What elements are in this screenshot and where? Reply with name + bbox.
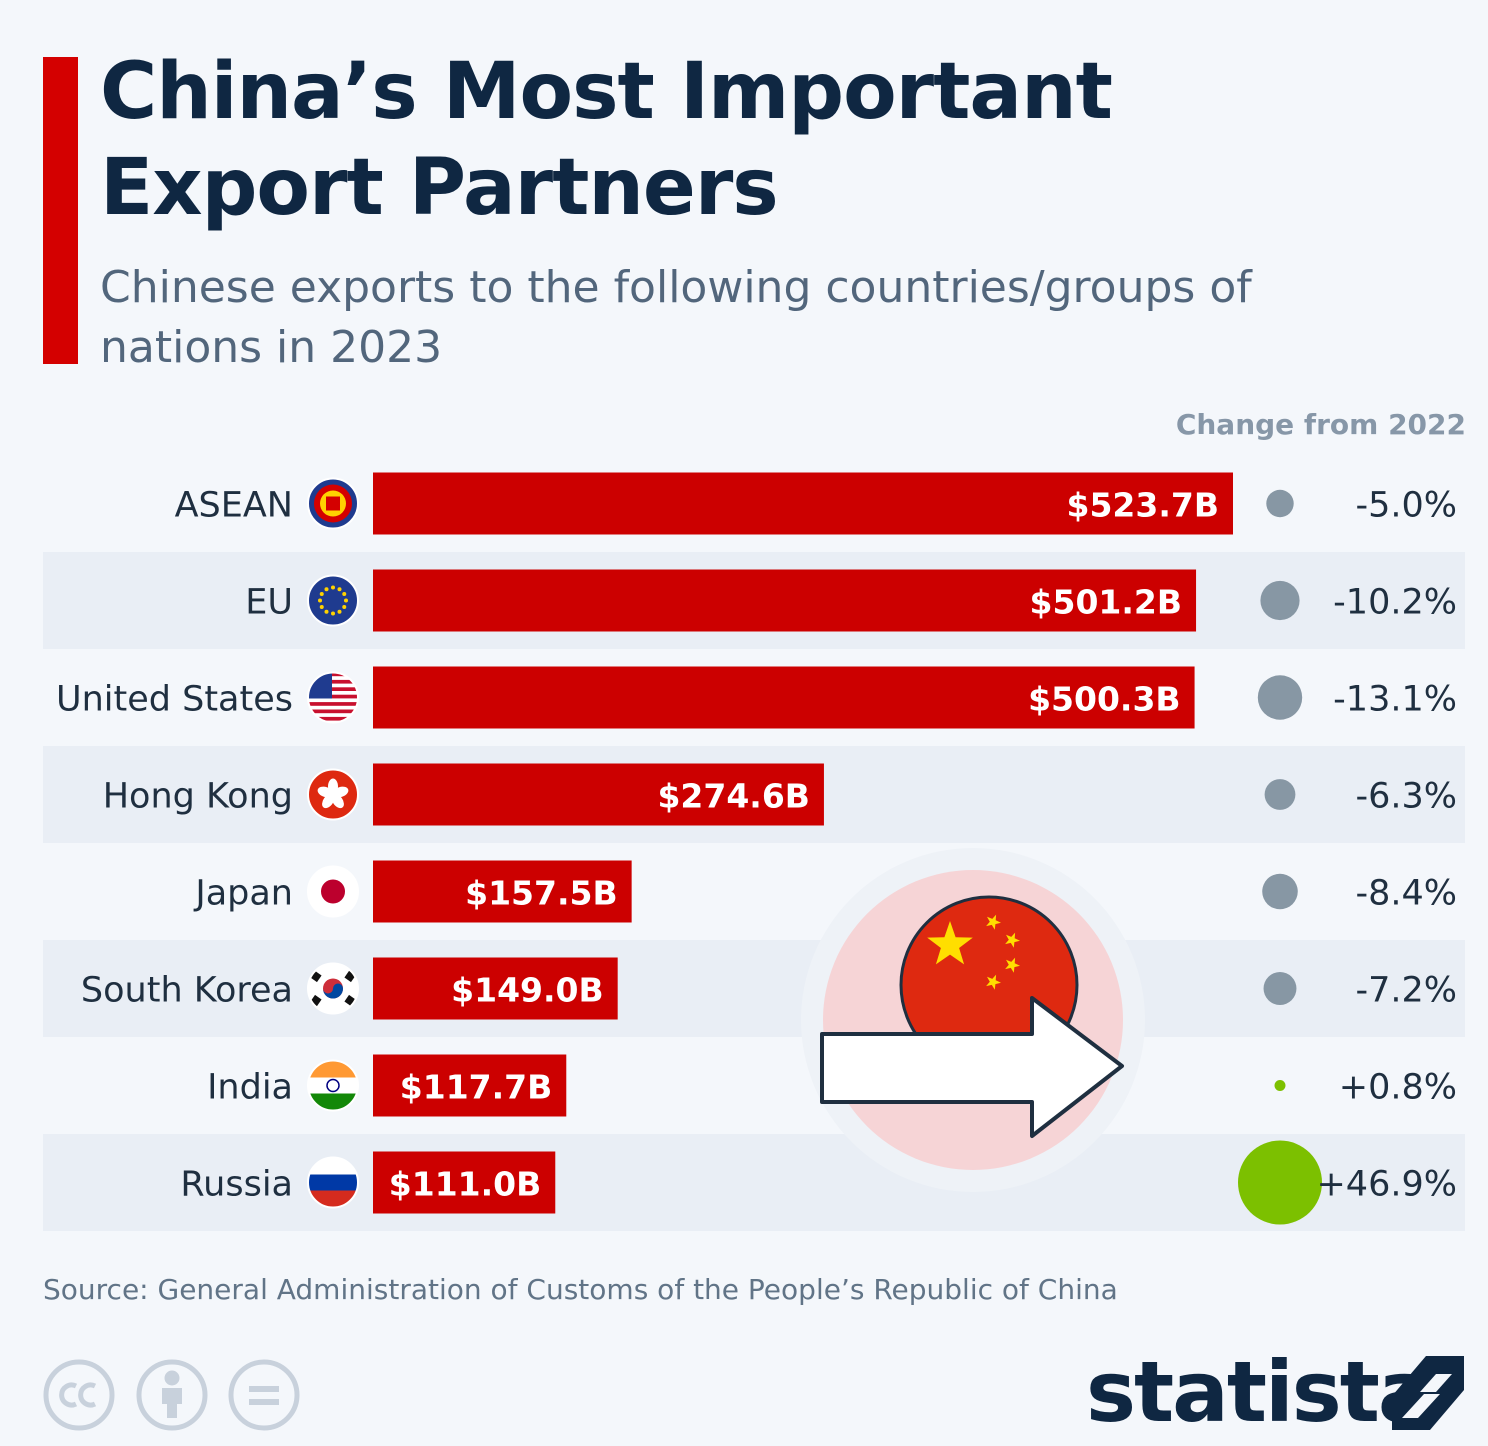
- bar-chart: ASEAN $523.7B -5.0% EU $501.2B -10.2% United S…: [43, 472, 1465, 1231]
- category-label: Hong Kong: [103, 777, 293, 817]
- creative-commons-icons: [43, 1359, 300, 1431]
- change-label: -8.4%: [1355, 874, 1457, 914]
- bar: [373, 1151, 556, 1214]
- change-dot: [1260, 580, 1300, 621]
- change-dot: [1262, 873, 1298, 910]
- bar: [373, 860, 632, 923]
- star-icon: [986, 914, 1001, 930]
- bar: [373, 472, 1233, 535]
- bar-value-label: $149.0B: [451, 971, 604, 1010]
- bar: [373, 1054, 567, 1117]
- category-label: United States: [56, 680, 293, 720]
- arrow-right-icon: [820, 996, 1124, 1138]
- title-accent-bar: [43, 57, 78, 364]
- category-label: Japan: [193, 874, 293, 914]
- hong-kong-flag-icon: [307, 768, 359, 821]
- row-stripe: [43, 1134, 1465, 1231]
- bar-value-label: $157.5B: [465, 874, 618, 913]
- change-label: -10.2%: [1333, 583, 1457, 623]
- bar-value-label: $117.7B: [400, 1068, 553, 1107]
- attribution-icon: [136, 1359, 208, 1431]
- change-dot: [1257, 675, 1303, 720]
- change-dot: [1238, 1140, 1322, 1225]
- change-dot: [1264, 779, 1296, 810]
- bar: [373, 763, 824, 826]
- change-label: -5.0%: [1355, 486, 1457, 526]
- eu-flag-icon: [307, 574, 359, 627]
- change-dot: [1266, 489, 1294, 518]
- south-korea-flag-icon: [307, 962, 359, 1015]
- china-export-illustration: [801, 848, 1145, 1192]
- change-label: -7.2%: [1355, 971, 1457, 1011]
- star-icon: [1005, 932, 1020, 948]
- bar: [373, 957, 618, 1020]
- statista-logo-text: statista: [1086, 1343, 1435, 1441]
- us-flag-icon: [307, 671, 359, 724]
- source-note: Source: General Administration of Custom…: [43, 1273, 1118, 1306]
- category-label: South Korea: [81, 971, 293, 1011]
- bar-value-label: $111.0B: [389, 1165, 542, 1204]
- change-label: -13.1%: [1333, 680, 1457, 720]
- bar-value-label: $501.2B: [1030, 583, 1183, 622]
- row-stripe: [43, 940, 1465, 1037]
- change-dot: [1274, 1080, 1286, 1091]
- bar: [373, 666, 1195, 729]
- russia-flag-icon: [307, 1156, 359, 1209]
- category-label: ASEAN: [175, 486, 293, 526]
- asean-emblem-icon: [307, 477, 359, 530]
- star-icon: [1005, 957, 1020, 973]
- japan-flag-icon: [307, 865, 359, 918]
- star-icon: [927, 921, 973, 965]
- change-column-header: Change from 2022: [1175, 408, 1466, 441]
- bar-value-label: $500.3B: [1028, 680, 1181, 719]
- statista-logo-icon: [1392, 1356, 1464, 1430]
- change-label: +46.9%: [1316, 1165, 1457, 1205]
- star-icon: [986, 974, 1001, 990]
- change-label: +0.8%: [1339, 1068, 1457, 1108]
- no-derivatives-icon: [228, 1359, 300, 1431]
- category-label: Russia: [180, 1165, 293, 1205]
- change-dot: [1263, 972, 1297, 1005]
- india-flag-icon: [307, 1059, 359, 1112]
- bar: [373, 569, 1197, 632]
- bar-value-label: $274.6B: [657, 777, 810, 816]
- chart-subtitle: Chinese exports to the following countri…: [100, 262, 1252, 373]
- bar-value-label: $523.7B: [1067, 486, 1220, 525]
- change-label: -6.3%: [1355, 777, 1457, 817]
- category-label: India: [207, 1068, 293, 1108]
- chart-title: China’s Most Important Export Partners: [100, 47, 1113, 233]
- cc-icon: [43, 1359, 115, 1431]
- category-label: EU: [245, 583, 293, 623]
